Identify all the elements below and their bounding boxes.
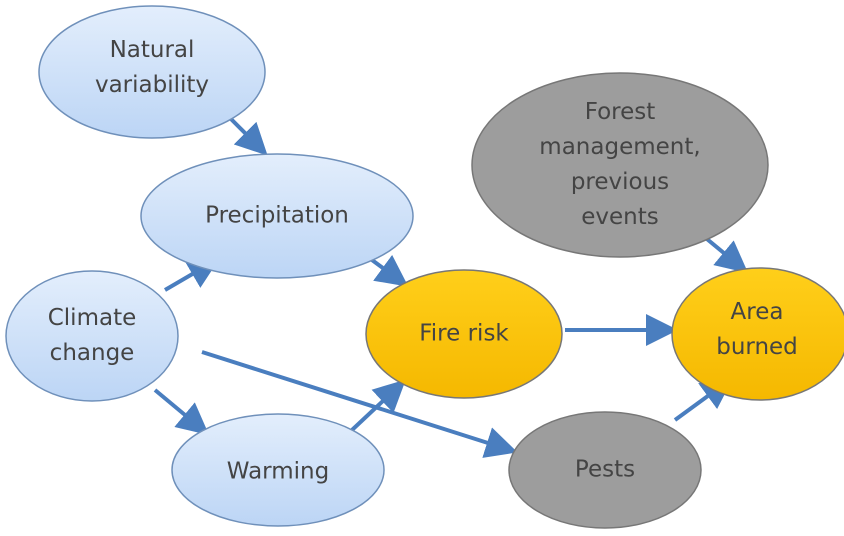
node-label: Fire risk [419,321,509,347]
node-label: Warming [227,459,329,485]
node [171,413,385,527]
node-label: Precipitation [205,203,349,229]
labels: Natural variability Precipitation Climate ch… [48,37,798,485]
node [140,153,414,279]
node-label: change [50,340,135,366]
node-label: previous [571,169,669,195]
node [5,270,179,402]
node-label: Forest [585,99,656,125]
node [38,5,266,139]
node-label: events [581,204,659,230]
arrows [153,98,749,458]
node-label: Climate [48,305,137,331]
node-label: Pests [575,457,635,483]
node [471,72,769,258]
node-label: Area [731,299,784,325]
node-label: burned [716,334,798,360]
node-label: management, [539,134,700,160]
node-label: Natural [110,37,195,63]
nodes [5,5,844,529]
node [508,411,702,529]
node [365,269,563,399]
node [671,267,844,401]
node-label: variability [95,72,209,98]
